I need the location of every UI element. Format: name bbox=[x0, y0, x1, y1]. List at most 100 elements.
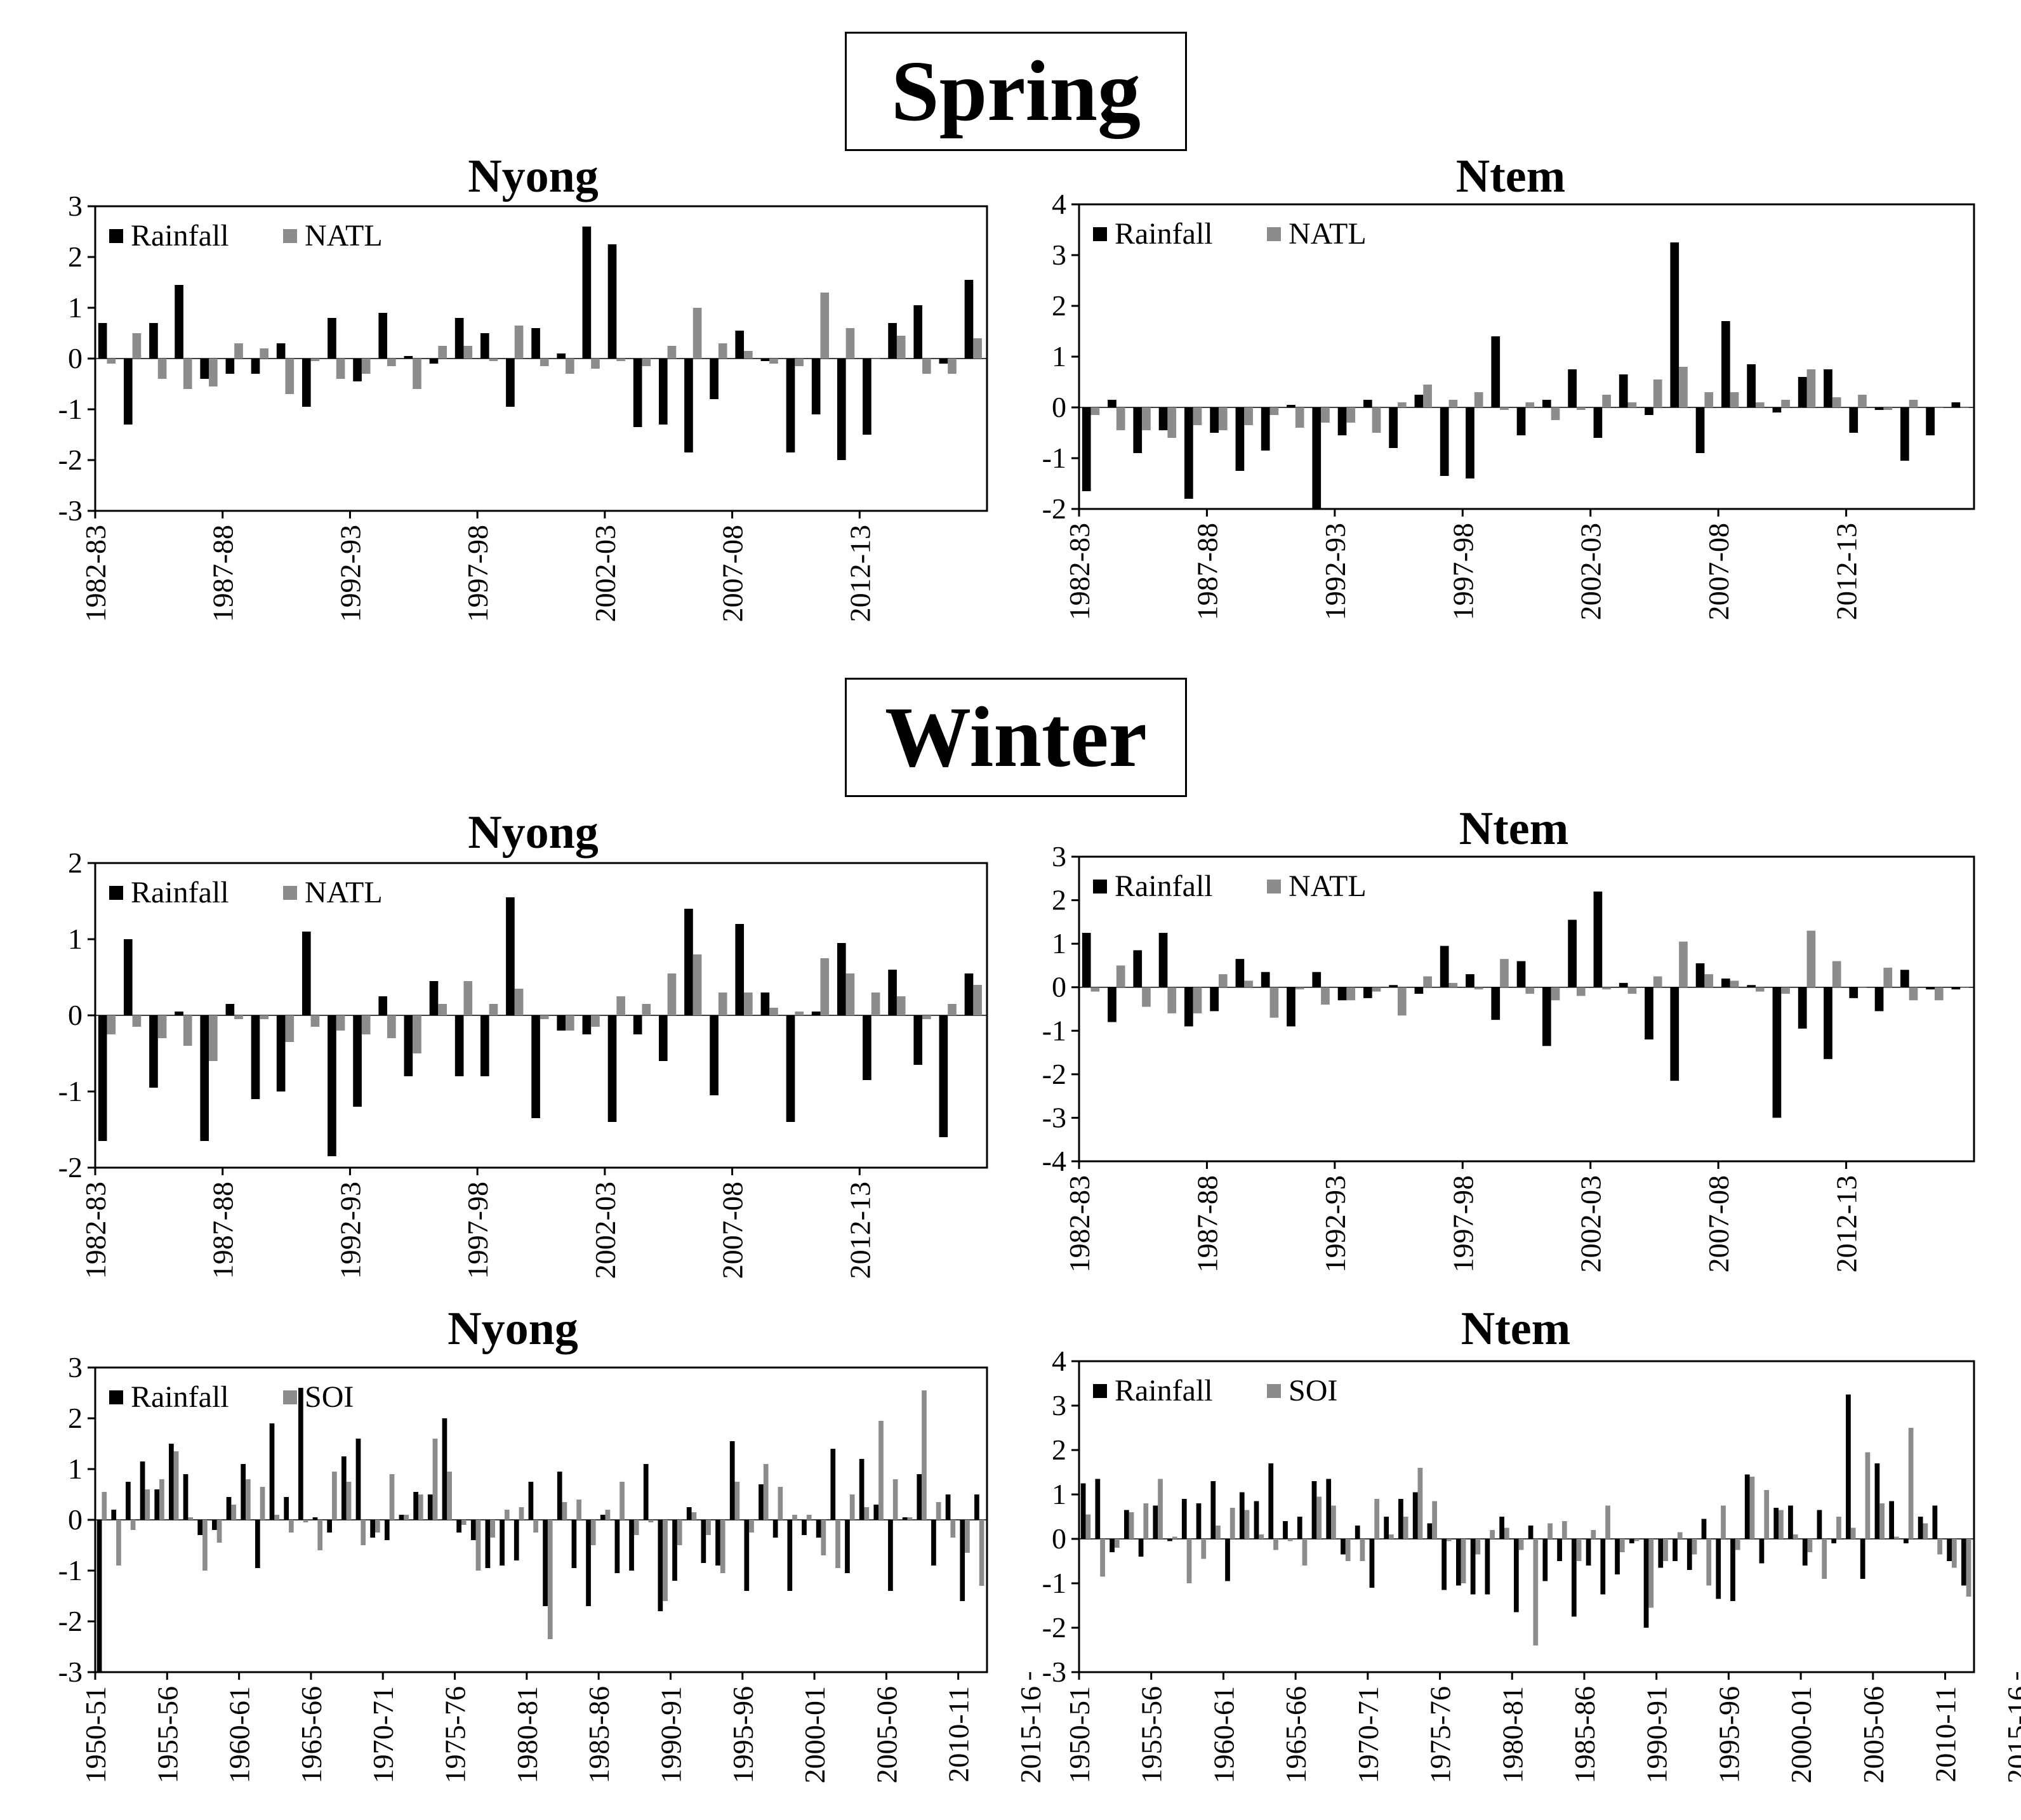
bar-rainfall bbox=[1167, 1539, 1172, 1541]
x-tick-label: 1950-51 bbox=[1063, 1686, 1096, 1783]
bar-natl bbox=[1423, 976, 1432, 987]
bar-natl bbox=[1934, 407, 1944, 408]
bar-rainfall bbox=[859, 1459, 865, 1520]
bar-rainfall bbox=[96, 1520, 102, 1672]
bar-rainfall bbox=[1874, 1463, 1880, 1539]
bar-rainfall bbox=[811, 359, 821, 414]
bar-soi bbox=[1648, 1539, 1654, 1608]
bar-soi bbox=[1389, 1534, 1394, 1539]
bar-rainfall bbox=[454, 1015, 464, 1076]
bar-soi bbox=[1764, 1490, 1770, 1539]
bar-rainfall bbox=[378, 996, 388, 1015]
bar-soi bbox=[605, 1510, 611, 1520]
bar-soi bbox=[260, 1487, 265, 1520]
bar-soi bbox=[547, 1520, 553, 1639]
bar-natl bbox=[1653, 976, 1662, 987]
bar-soi bbox=[1417, 1468, 1423, 1539]
y-tick-label: 2 bbox=[68, 1402, 83, 1434]
bar-soi bbox=[303, 1520, 308, 1522]
bar-rainfall bbox=[1772, 987, 1782, 1118]
bar-rainfall bbox=[1951, 987, 1961, 990]
bar-rainfall bbox=[1261, 407, 1270, 451]
bar-rainfall bbox=[960, 1520, 965, 1601]
y-tick-label: 0 bbox=[1052, 391, 1066, 423]
bar-natl bbox=[438, 346, 447, 359]
bar-rainfall bbox=[643, 1464, 649, 1520]
bar-rainfall bbox=[1389, 985, 1398, 987]
bar-soi bbox=[633, 1520, 639, 1535]
x-tick-label: 2005-06 bbox=[870, 1686, 903, 1783]
bar-soi bbox=[404, 1515, 409, 1520]
bar-rainfall bbox=[1721, 979, 1730, 987]
bar-rainfall bbox=[1568, 920, 1577, 987]
bar-rainfall bbox=[710, 1015, 719, 1095]
x-tick-label: 2012-13 bbox=[1831, 1175, 1863, 1272]
bar-rainfall bbox=[200, 359, 209, 379]
bar-soi bbox=[332, 1472, 337, 1520]
bar-rainfall bbox=[1326, 1479, 1332, 1539]
bar-soi bbox=[1850, 1527, 1856, 1539]
bar-rainfall bbox=[1926, 407, 1935, 435]
bar-natl bbox=[1218, 407, 1228, 430]
bar-rainfall bbox=[353, 359, 362, 381]
x-tick-label: 2002-03 bbox=[1575, 1175, 1607, 1272]
bar-natl bbox=[1704, 974, 1714, 987]
bar-rainfall bbox=[1369, 1539, 1375, 1588]
bar-soi bbox=[892, 1479, 898, 1520]
y-tick-label: -1 bbox=[1042, 1014, 1066, 1046]
y-tick-label: 0 bbox=[1052, 1522, 1066, 1555]
bar-soi bbox=[317, 1520, 323, 1550]
bar-rainfall bbox=[684, 909, 693, 1015]
bar-soi bbox=[533, 1520, 538, 1533]
y-tick-label: 1 bbox=[1052, 1478, 1066, 1510]
bar-rainfall bbox=[327, 1520, 333, 1533]
y-tick-label: -1 bbox=[58, 1075, 83, 1107]
bar-natl bbox=[1627, 987, 1637, 994]
x-tick-label: 1987-88 bbox=[207, 525, 239, 622]
bar-soi bbox=[648, 1520, 654, 1522]
bar-rainfall bbox=[939, 1015, 948, 1137]
bar-rainfall bbox=[760, 992, 770, 1015]
y-tick-label: -2 bbox=[1042, 1058, 1066, 1090]
bar-soi bbox=[1273, 1539, 1278, 1550]
bar-rainfall bbox=[1600, 1539, 1606, 1595]
bar-rainfall bbox=[276, 1015, 286, 1091]
legend-label: Rainfall bbox=[1115, 869, 1213, 903]
bar-natl bbox=[1858, 395, 1867, 407]
bar-natl bbox=[1295, 407, 1304, 428]
bar-rainfall bbox=[1466, 974, 1474, 987]
bar-rainfall bbox=[370, 1520, 375, 1538]
bar-soi bbox=[1706, 1539, 1712, 1586]
x-tick-label: 1997-98 bbox=[461, 525, 494, 622]
bar-natl bbox=[896, 336, 906, 359]
legend-swatch bbox=[109, 1390, 123, 1404]
bar-rainfall bbox=[600, 1515, 606, 1520]
bar-rainfall bbox=[658, 1520, 663, 1611]
bar-rainfall bbox=[506, 897, 515, 1015]
bar-soi bbox=[1663, 1539, 1668, 1561]
bar-soi bbox=[246, 1479, 251, 1520]
bar-natl bbox=[1474, 987, 1483, 990]
bar-natl bbox=[1883, 967, 1893, 987]
y-tick-label: -3 bbox=[58, 1656, 83, 1688]
bar-soi bbox=[864, 1507, 870, 1520]
bar-rainfall bbox=[1568, 369, 1577, 407]
bar-soi bbox=[576, 1500, 581, 1520]
y-tick-label: 3 bbox=[68, 1351, 83, 1383]
bar-rainfall bbox=[353, 1015, 362, 1107]
bar-rainfall bbox=[1831, 1539, 1837, 1543]
bar-natl bbox=[1576, 407, 1586, 410]
bar-natl bbox=[1806, 930, 1816, 987]
bar-soi bbox=[1287, 1539, 1293, 1541]
bar-soi bbox=[1749, 1477, 1755, 1539]
bar-rainfall bbox=[1788, 1505, 1793, 1539]
bar-rainfall bbox=[1297, 1517, 1302, 1539]
bar-rainfall bbox=[1440, 407, 1449, 476]
bar-soi bbox=[1331, 1505, 1336, 1539]
legend-label: Rainfall bbox=[131, 1380, 229, 1414]
y-tick-label: 3 bbox=[1052, 840, 1066, 873]
y-tick-label: -1 bbox=[58, 393, 83, 425]
bar-natl bbox=[1679, 941, 1688, 987]
bar-natl bbox=[1244, 407, 1253, 425]
